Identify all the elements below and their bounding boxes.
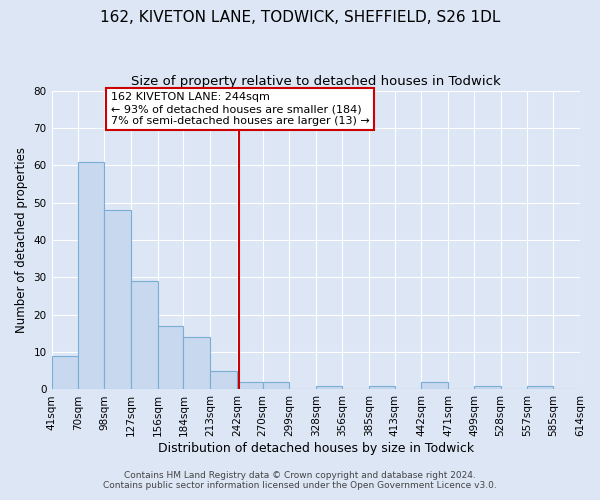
Bar	[104, 210, 131, 390]
Title: Size of property relative to detached houses in Todwick: Size of property relative to detached ho…	[131, 75, 500, 88]
X-axis label: Distribution of detached houses by size in Todwick: Distribution of detached houses by size …	[158, 442, 474, 455]
Text: Contains HM Land Registry data © Crown copyright and database right 2024.
Contai: Contains HM Land Registry data © Crown c…	[103, 470, 497, 490]
Bar	[527, 386, 553, 390]
Bar	[316, 386, 342, 390]
Y-axis label: Number of detached properties: Number of detached properties	[15, 147, 28, 333]
Bar	[237, 382, 263, 390]
Bar	[184, 337, 210, 390]
Bar	[52, 356, 78, 390]
Bar	[158, 326, 184, 390]
Bar	[369, 386, 395, 390]
Bar	[210, 371, 237, 390]
Bar	[421, 382, 448, 390]
Text: 162, KIVETON LANE, TODWICK, SHEFFIELD, S26 1DL: 162, KIVETON LANE, TODWICK, SHEFFIELD, S…	[100, 10, 500, 25]
Bar	[78, 162, 104, 390]
Bar	[131, 281, 158, 390]
Text: 162 KIVETON LANE: 244sqm
← 93% of detached houses are smaller (184)
7% of semi-d: 162 KIVETON LANE: 244sqm ← 93% of detach…	[110, 92, 370, 126]
Bar	[263, 382, 289, 390]
Bar	[474, 386, 500, 390]
